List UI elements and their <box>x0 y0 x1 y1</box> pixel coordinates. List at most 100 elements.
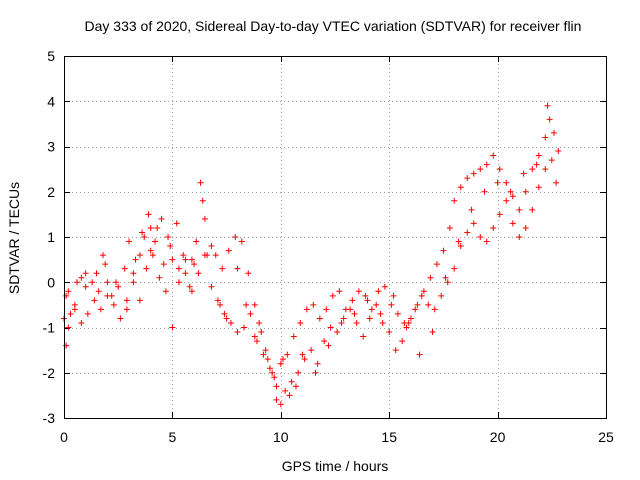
data-point <box>520 170 527 177</box>
data-point <box>522 188 529 195</box>
data-point <box>347 306 354 313</box>
data-point <box>420 288 427 295</box>
y-tick-label: 3 <box>47 139 55 155</box>
data-point <box>136 297 143 304</box>
data-point <box>535 184 542 191</box>
data-point <box>290 333 297 340</box>
y-tick-label: -3 <box>43 410 56 426</box>
data-point <box>169 324 176 331</box>
data-point <box>312 369 319 376</box>
data-point <box>147 224 154 231</box>
data-point <box>355 288 362 295</box>
y-tick-label: -1 <box>43 320 56 336</box>
x-tick-label: 5 <box>169 429 177 445</box>
data-point <box>212 252 219 259</box>
data-point <box>115 283 122 290</box>
data-point <box>238 238 245 245</box>
data-point <box>386 329 393 336</box>
data-point <box>93 270 100 277</box>
data-point <box>156 274 163 281</box>
data-point <box>555 148 562 155</box>
data-point <box>180 252 187 259</box>
data-point <box>208 283 215 290</box>
y-tick-label: -2 <box>43 365 56 381</box>
data-point <box>100 252 107 259</box>
data-point <box>247 310 254 317</box>
data-point <box>286 392 293 399</box>
x-tick-label: 25 <box>598 429 614 445</box>
data-point <box>221 310 228 317</box>
data-point <box>438 292 445 299</box>
data-point <box>167 243 174 250</box>
x-tick-label: 20 <box>490 429 506 445</box>
data-point <box>446 224 453 231</box>
data-point <box>158 215 165 222</box>
data-point <box>132 256 139 263</box>
data-point <box>529 206 536 213</box>
data-point <box>427 274 434 281</box>
data-point <box>234 329 241 336</box>
x-tick-label: 0 <box>60 429 68 445</box>
data-point <box>82 270 89 277</box>
data-point <box>308 347 315 354</box>
data-point <box>130 270 137 277</box>
data-point <box>214 297 221 304</box>
data-point <box>301 356 308 363</box>
data-point <box>542 166 549 173</box>
data-point <box>548 157 555 164</box>
grid-lines <box>64 56 606 418</box>
data-point <box>223 315 230 322</box>
data-point <box>182 256 189 263</box>
data-point <box>535 152 542 159</box>
data-point <box>89 279 96 286</box>
data-point <box>451 265 458 272</box>
data-point <box>292 383 299 390</box>
data-point <box>468 206 475 213</box>
data-point <box>110 301 117 308</box>
data-points <box>61 102 562 408</box>
data-point <box>299 351 306 358</box>
data-point <box>169 256 176 263</box>
data-point <box>262 347 269 354</box>
data-point <box>284 351 291 358</box>
data-point <box>199 197 206 204</box>
data-point <box>544 102 551 109</box>
data-point <box>234 265 241 272</box>
data-point <box>256 319 263 326</box>
data-point <box>316 315 323 322</box>
data-point <box>251 301 258 308</box>
data-point <box>490 152 497 159</box>
y-tick-label: 2 <box>47 184 55 200</box>
data-point <box>208 243 215 250</box>
data-point <box>481 188 488 195</box>
data-point <box>201 215 208 222</box>
data-point <box>245 270 252 277</box>
data-point <box>477 234 484 240</box>
chart-title: Day 333 of 2020, Sidereal Day-to-day VTE… <box>85 18 582 34</box>
data-point <box>405 319 412 326</box>
data-point <box>351 310 358 317</box>
data-point <box>349 297 356 304</box>
data-point <box>97 306 104 313</box>
data-point <box>143 265 150 272</box>
data-point <box>297 319 304 326</box>
data-point <box>310 301 317 308</box>
data-point <box>78 274 85 281</box>
data-point <box>243 301 250 308</box>
data-point <box>273 383 280 390</box>
data-point <box>147 247 154 254</box>
data-point <box>282 387 289 394</box>
data-point <box>193 238 200 245</box>
data-point <box>117 315 124 322</box>
data-point <box>394 310 401 317</box>
x-tick-label: 10 <box>273 429 289 445</box>
data-point <box>379 319 386 326</box>
data-point <box>217 301 224 308</box>
data-point <box>329 292 336 299</box>
data-point <box>503 197 510 204</box>
data-point <box>232 234 239 240</box>
data-point <box>483 161 490 168</box>
data-point <box>470 170 477 177</box>
data-point <box>550 129 557 136</box>
